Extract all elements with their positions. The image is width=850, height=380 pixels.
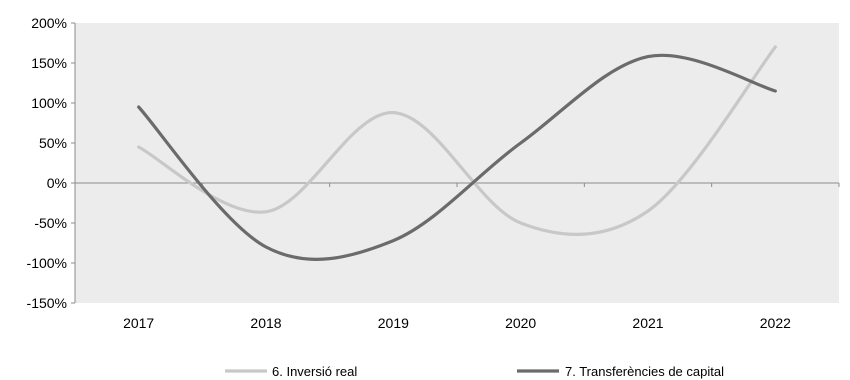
legend: 6. Inversió real 7. Transferències de cap… bbox=[225, 364, 724, 379]
y-tick-label: 0% bbox=[47, 175, 67, 191]
x-tick-label: 2018 bbox=[250, 315, 281, 331]
x-axis: 2017 2018 2019 2020 2021 2022 bbox=[74, 182, 840, 331]
y-tick-label: 50% bbox=[39, 135, 67, 151]
series-layer bbox=[137, 45, 777, 261]
x-tick-label: 2020 bbox=[505, 315, 536, 331]
legend-label: 6. Inversió real bbox=[272, 364, 357, 379]
y-tick-label: -150% bbox=[27, 295, 67, 311]
series-line-2 bbox=[137, 53, 777, 261]
y-tick-label: 150% bbox=[31, 55, 67, 71]
x-tick-label: 2017 bbox=[123, 315, 154, 331]
y-tick-label: 200% bbox=[31, 15, 67, 31]
series-line-1 bbox=[137, 45, 777, 236]
y-tick-label: 100% bbox=[31, 95, 67, 111]
y-axis: -150% -100% -50% 0% 50% 100% 150% 200% bbox=[27, 15, 76, 311]
x-tick-label: 2022 bbox=[760, 315, 791, 331]
legend-label: 7. Transferències de capital bbox=[565, 364, 724, 379]
y-tick-label: -50% bbox=[34, 215, 67, 231]
x-tick-label: 2021 bbox=[632, 315, 663, 331]
x-tick-label: 2019 bbox=[378, 315, 409, 331]
y-tick-label: -100% bbox=[27, 255, 67, 271]
